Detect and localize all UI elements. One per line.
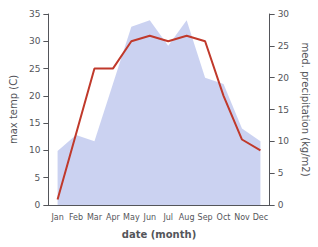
svg-text:30: 30 xyxy=(278,9,290,19)
svg-text:Feb: Feb xyxy=(69,213,83,222)
svg-text:5: 5 xyxy=(278,168,284,178)
svg-text:5: 5 xyxy=(35,173,41,183)
svg-text:0: 0 xyxy=(35,200,41,210)
svg-text:10: 10 xyxy=(29,145,41,155)
svg-text:Oct: Oct xyxy=(217,213,231,222)
svg-text:Sep: Sep xyxy=(198,213,213,222)
svg-text:Mar: Mar xyxy=(87,213,103,222)
svg-text:30: 30 xyxy=(29,36,41,46)
svg-text:20: 20 xyxy=(278,73,290,83)
svg-text:Jul: Jul xyxy=(162,213,173,222)
svg-text:Nov: Nov xyxy=(234,213,250,222)
svg-text:Dec: Dec xyxy=(253,213,268,222)
svg-text:max temp (C): max temp (C) xyxy=(8,75,19,144)
svg-text:Jan: Jan xyxy=(50,213,63,222)
svg-text:0: 0 xyxy=(278,200,284,210)
svg-text:20: 20 xyxy=(29,91,41,101)
svg-text:35: 35 xyxy=(29,9,40,19)
svg-text:10: 10 xyxy=(278,136,290,146)
svg-text:Jun: Jun xyxy=(143,213,157,222)
svg-text:May: May xyxy=(123,213,140,222)
svg-text:Aug: Aug xyxy=(179,213,195,222)
svg-text:Apr: Apr xyxy=(106,213,121,222)
svg-text:15: 15 xyxy=(29,118,40,128)
svg-text:15: 15 xyxy=(278,105,289,115)
svg-text:25: 25 xyxy=(29,64,40,74)
svg-text:date (month): date (month) xyxy=(122,229,196,240)
svg-text:med. precipitation (kg/m2): med. precipitation (kg/m2) xyxy=(300,42,311,176)
svg-text:25: 25 xyxy=(278,41,289,51)
